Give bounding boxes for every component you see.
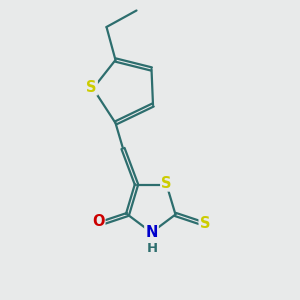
Text: N: N [145, 225, 158, 240]
Text: S: S [200, 216, 210, 231]
Text: O: O [92, 214, 104, 230]
Text: S: S [86, 80, 97, 94]
Text: H: H [146, 242, 158, 255]
Text: S: S [161, 176, 172, 190]
